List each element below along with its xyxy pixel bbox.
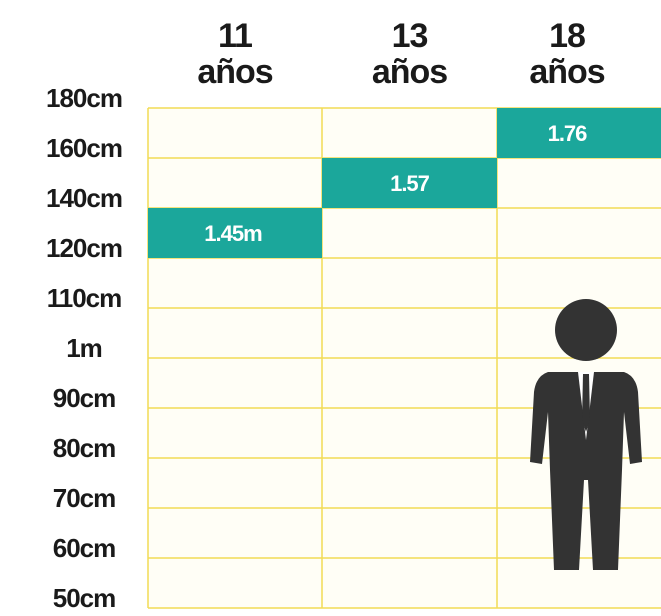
row-label: 60cm xyxy=(53,533,116,563)
row-label: 110cm xyxy=(47,283,122,313)
height-label: 1.57 xyxy=(390,171,430,196)
row-label: 140cm xyxy=(46,183,122,213)
column-unit: años xyxy=(529,53,604,91)
column-unit: años xyxy=(372,53,447,91)
column-number: 11 xyxy=(218,17,252,55)
row-label: 180cm xyxy=(46,83,122,113)
row-label: 70cm xyxy=(53,483,116,513)
height-label: 1.45m xyxy=(204,221,262,246)
row-label: 80cm xyxy=(53,433,116,463)
column-unit: años xyxy=(197,53,272,91)
infographic: 1.45m 1.57 1.76 180cm 160cm 140cm 120cm 110cm 1… xyxy=(0,0,661,616)
row-label: 120cm xyxy=(46,233,122,263)
height-label: 1.76 xyxy=(548,121,588,146)
row-label: 160cm xyxy=(46,133,122,163)
row-label: 50cm xyxy=(53,583,116,613)
column-number: 18 xyxy=(549,17,585,55)
column-number: 13 xyxy=(392,17,428,55)
row-label: 1m xyxy=(66,333,102,363)
row-label: 90cm xyxy=(53,383,116,413)
